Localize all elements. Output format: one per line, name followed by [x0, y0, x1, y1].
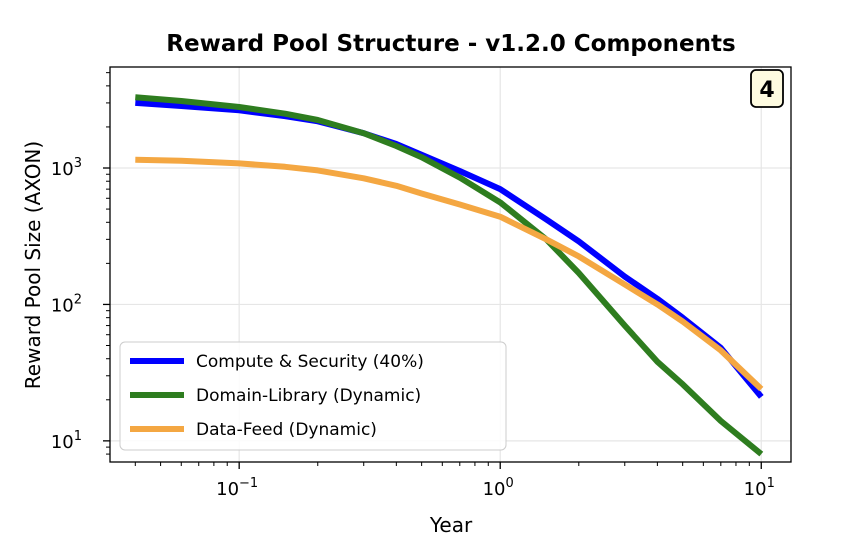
chart-title: Reward Pool Structure - v1.2.0 Component…	[166, 31, 735, 57]
y-tick-label: 101	[51, 429, 82, 453]
plot-frame	[109, 66, 792, 463]
y-axis-label: Reward Pool Size (AXON)	[21, 141, 45, 389]
badge-label: 4	[759, 78, 774, 103]
legend-box	[119, 341, 507, 451]
y-tick-label: 103	[51, 156, 82, 180]
x-tick-label: 10−1	[216, 476, 258, 500]
panel-number-badge: 4	[750, 69, 784, 108]
x-tick-label: 100	[483, 476, 514, 500]
x-tick-label: 101	[744, 476, 775, 500]
legend-label-compute-security: Compute & Security (40%)	[196, 352, 424, 372]
legend-label-data-feed: Data-Feed (Dynamic)	[196, 420, 377, 440]
series-group	[135, 94, 764, 457]
badge-box	[750, 69, 784, 108]
series-line-domain-library	[135, 94, 764, 457]
x-axis-label: Year	[429, 513, 473, 537]
legend: Compute & Security (40%) Domain-Library …	[119, 341, 507, 451]
legend-label-domain-library: Domain-Library (Dynamic)	[196, 386, 421, 406]
series-line-data-feed	[135, 156, 764, 392]
y-tick-label: 102	[51, 292, 82, 316]
